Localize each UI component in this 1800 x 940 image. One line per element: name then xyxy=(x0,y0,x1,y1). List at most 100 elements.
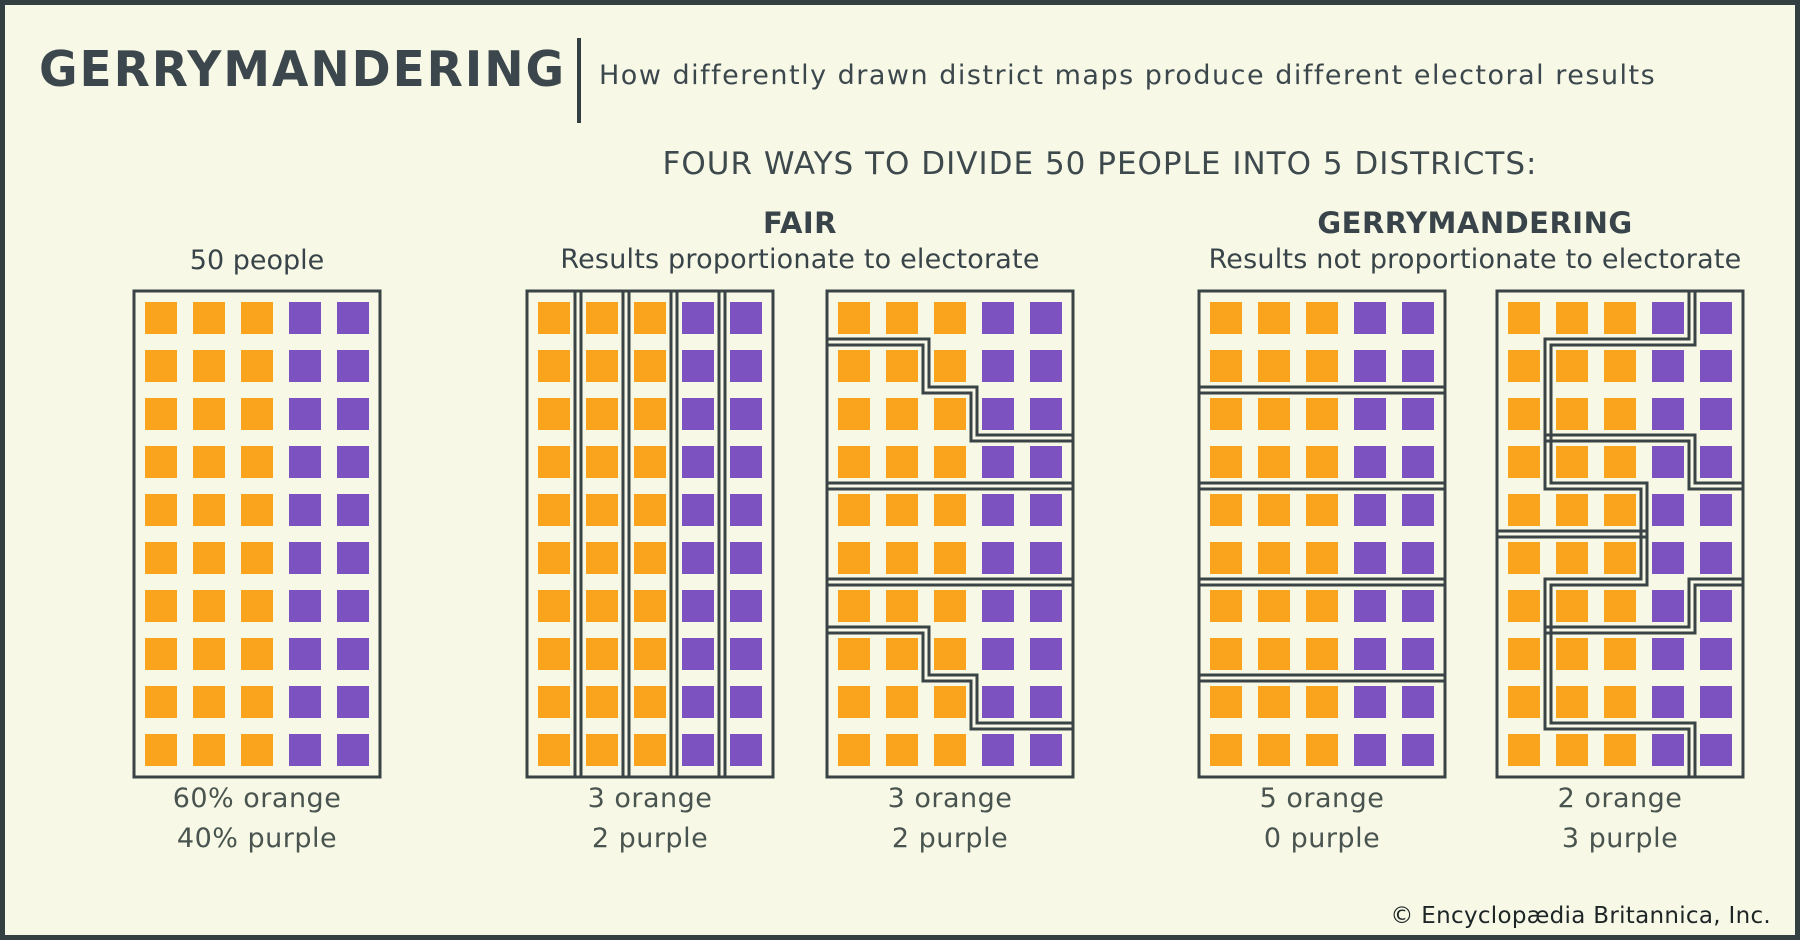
purple-voter-square xyxy=(730,494,762,526)
purple-voter-square xyxy=(1700,302,1732,334)
purple-voter-square xyxy=(1030,398,1062,430)
orange-voter-square xyxy=(586,446,618,478)
orange-voter-square xyxy=(241,398,273,430)
orange-voter-square xyxy=(1210,734,1242,766)
orange-voter-square xyxy=(145,590,177,622)
purple-voter-square xyxy=(289,590,321,622)
orange-voter-square xyxy=(145,686,177,718)
orange-voter-square xyxy=(886,350,918,382)
orange-voter-square xyxy=(1306,542,1338,574)
orange-voter-square xyxy=(1306,494,1338,526)
orange-voter-square xyxy=(1210,350,1242,382)
orange-voter-square xyxy=(586,686,618,718)
purple-voter-square xyxy=(982,590,1014,622)
purple-voter-square xyxy=(1402,446,1434,478)
purple-voter-square xyxy=(1354,590,1386,622)
orange-voter-square xyxy=(1604,686,1636,718)
purple-voter-square xyxy=(1700,446,1732,478)
purple-voter-square xyxy=(337,686,369,718)
orange-voter-square xyxy=(634,302,666,334)
orange-voter-square xyxy=(634,494,666,526)
orange-voter-square xyxy=(1508,446,1540,478)
orange-voter-square xyxy=(1604,446,1636,478)
orange-voter-square xyxy=(886,542,918,574)
purple-voter-square xyxy=(1354,542,1386,574)
orange-voter-square xyxy=(1210,686,1242,718)
purple-voter-square xyxy=(1652,350,1684,382)
orange-voter-square xyxy=(1306,734,1338,766)
orange-voter-square xyxy=(241,350,273,382)
orange-voter-square xyxy=(1210,398,1242,430)
orange-voter-square xyxy=(241,686,273,718)
purple-voter-square xyxy=(337,734,369,766)
purple-voter-square xyxy=(682,302,714,334)
orange-voter-square xyxy=(838,734,870,766)
orange-voter-square xyxy=(1258,302,1290,334)
orange-voter-square xyxy=(1508,590,1540,622)
purple-voter-square xyxy=(1700,494,1732,526)
orange-voter-square xyxy=(241,590,273,622)
orange-voter-square xyxy=(838,542,870,574)
orange-voter-square xyxy=(1508,302,1540,334)
orange-voter-square xyxy=(1604,494,1636,526)
orange-voter-square xyxy=(634,350,666,382)
district-map-gerrymander-packed xyxy=(1495,289,1745,779)
district-map-fair-columns xyxy=(525,289,775,779)
orange-voter-square xyxy=(886,446,918,478)
orange-voter-square xyxy=(1508,350,1540,382)
orange-voter-square xyxy=(538,638,570,670)
purple-voter-square xyxy=(1652,686,1684,718)
orange-voter-square xyxy=(1604,590,1636,622)
district-boundary xyxy=(132,289,382,779)
orange-voter-square xyxy=(1556,590,1588,622)
result-line-purple: 0 purple xyxy=(1263,823,1381,854)
orange-voter-square xyxy=(838,638,870,670)
district-boundary xyxy=(1495,529,1697,779)
orange-voter-square xyxy=(538,494,570,526)
orange-voter-square xyxy=(241,494,273,526)
result-line-orange: 5 orange xyxy=(1259,783,1385,814)
result-line-purple: 2 purple xyxy=(891,823,1009,854)
district-boundary xyxy=(1197,673,1447,779)
purple-voter-square xyxy=(289,638,321,670)
district-map-population xyxy=(132,289,382,779)
purple-voter-square xyxy=(982,734,1014,766)
result-line-orange: 2 orange xyxy=(1557,783,1683,814)
purple-voter-square xyxy=(337,542,369,574)
purple-voter-square xyxy=(682,590,714,622)
orange-voter-square xyxy=(1508,638,1540,670)
purple-voter-square xyxy=(982,446,1014,478)
purple-voter-square xyxy=(1030,734,1062,766)
result-line-purple: 3 purple xyxy=(1561,823,1679,854)
purple-voter-square xyxy=(730,686,762,718)
orange-voter-square xyxy=(1508,494,1540,526)
purple-voter-square xyxy=(1402,542,1434,574)
purple-voter-square xyxy=(730,590,762,622)
orange-voter-square xyxy=(934,686,966,718)
purple-voter-square xyxy=(1652,494,1684,526)
orange-voter-square xyxy=(1306,302,1338,334)
district-boundary xyxy=(825,289,1075,443)
purple-voter-square xyxy=(982,686,1014,718)
purple-voter-square xyxy=(730,638,762,670)
district-boundary xyxy=(1543,289,1745,491)
title-divider xyxy=(577,38,581,123)
orange-voter-square xyxy=(1210,638,1242,670)
orange-voter-square xyxy=(886,302,918,334)
orange-voter-square xyxy=(145,302,177,334)
purple-voter-square xyxy=(982,638,1014,670)
orange-voter-square xyxy=(586,734,618,766)
orange-voter-square xyxy=(1556,302,1588,334)
purple-voter-square xyxy=(730,398,762,430)
orange-voter-square xyxy=(886,398,918,430)
orange-voter-square xyxy=(241,542,273,574)
purple-voter-square xyxy=(1354,734,1386,766)
district-map-fair-zigzag xyxy=(825,289,1075,779)
orange-voter-square xyxy=(1210,590,1242,622)
purple-voter-square xyxy=(337,350,369,382)
orange-voter-square xyxy=(1556,398,1588,430)
purple-voter-square xyxy=(1700,590,1732,622)
orange-voter-square xyxy=(538,446,570,478)
purple-voter-square xyxy=(682,446,714,478)
orange-voter-square xyxy=(538,302,570,334)
